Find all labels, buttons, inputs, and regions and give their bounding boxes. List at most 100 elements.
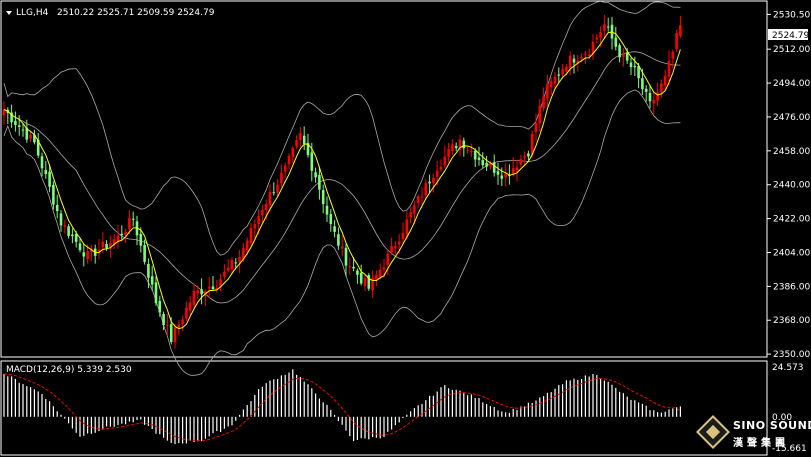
candle-body: [230, 259, 234, 270]
candle-body: [629, 62, 633, 68]
candle-body: [150, 276, 154, 285]
current-price-label: 2524.79: [772, 31, 809, 41]
candle-body: [405, 219, 409, 235]
candle-body: [340, 246, 344, 249]
candle-body: [257, 216, 260, 225]
candle-body: [280, 172, 283, 184]
candle-body: [572, 58, 576, 63]
candle-body: [112, 239, 116, 245]
candle-body: [523, 155, 526, 158]
candle-body: [454, 145, 458, 148]
candle-body: [238, 256, 241, 263]
candle-body: [242, 248, 245, 260]
candle-body: [226, 267, 230, 271]
candle-body: [386, 253, 390, 265]
candle-body: [496, 171, 500, 175]
candle-body: [489, 163, 492, 167]
candle-body: [124, 231, 127, 235]
candle-body: [637, 66, 640, 79]
candle-body: [413, 205, 416, 214]
candle-body: [348, 266, 352, 268]
chart-menu-triangle-icon[interactable]: [6, 11, 12, 15]
candle-body: [618, 45, 621, 58]
price-axis-label: 2512.00: [773, 45, 810, 55]
candle-body: [188, 302, 192, 311]
candle-body: [143, 245, 146, 262]
candle-body: [25, 127, 29, 140]
candle-body: [200, 289, 203, 295]
candle-body: [363, 277, 367, 287]
candle-body: [568, 55, 572, 68]
candle-body: [253, 224, 257, 229]
candle-body: [55, 205, 59, 212]
candle-body: [432, 178, 435, 184]
candle-body: [234, 262, 238, 264]
candle-body: [663, 76, 667, 86]
candle-body: [470, 150, 473, 152]
candle-body: [603, 24, 606, 31]
candle-body: [458, 139, 462, 150]
candle-body: [44, 169, 48, 174]
candle-body: [367, 275, 371, 289]
candle-body: [633, 65, 637, 68]
candle-body: [580, 57, 583, 59]
candle-body: [565, 67, 568, 72]
candle-body: [511, 168, 515, 175]
bollinger-middle-line: [3, 51, 681, 304]
candle-body: [606, 26, 610, 28]
logo-diamond-icon: [696, 415, 730, 449]
candle-body: [318, 174, 321, 190]
candle-body: [591, 41, 595, 55]
candle-body: [29, 134, 32, 139]
candle-body: [82, 252, 86, 257]
candle-body: [67, 226, 70, 236]
price-axis-label: 2476.00: [773, 113, 810, 123]
candle-body: [196, 290, 200, 294]
candle-body: [359, 272, 363, 284]
candle-body: [390, 246, 393, 253]
candle-body: [71, 234, 74, 237]
candle-body: [595, 37, 599, 40]
candle-body: [78, 243, 82, 251]
price-axis-label: 2350.00: [773, 350, 810, 360]
ohlc-readout: 2510.22 2525.71 2509.59 2524.79: [57, 8, 215, 18]
candle-body: [40, 156, 44, 169]
candle-body: [109, 243, 112, 247]
candle-body: [576, 60, 580, 64]
candle-body: [264, 203, 268, 211]
candle-body: [321, 190, 325, 204]
candle-body: [660, 83, 663, 92]
candle-body: [667, 61, 671, 77]
candle-body: [162, 313, 165, 325]
candle-body: [527, 153, 530, 157]
candle-body: [500, 175, 504, 179]
candle-body: [356, 270, 359, 275]
candle-body: [302, 135, 306, 145]
candle-body: [485, 162, 488, 167]
price-axis-label: 2494.00: [773, 79, 810, 89]
price-axis-label: 2422.00: [773, 215, 810, 225]
price-axis: 2350.00 2368.00 2386.00 2404.00 2422.00 2440.…: [767, 10, 810, 360]
candle-body: [447, 148, 450, 157]
candle-body: [173, 327, 177, 343]
candle-body: [139, 234, 143, 246]
candle-body: [128, 217, 131, 230]
candle-body: [439, 166, 443, 170]
candle-body: [382, 267, 386, 270]
candle-body: [74, 233, 78, 242]
candle-body: [378, 269, 382, 277]
candle-body: [63, 225, 67, 227]
candle-body: [2, 109, 6, 116]
candle-body: [371, 277, 374, 291]
candle-body: [530, 133, 534, 155]
candle-body: [644, 88, 648, 92]
candle-body: [333, 226, 336, 232]
candle-body: [268, 192, 272, 206]
candle-body: [215, 287, 219, 291]
candle-body: [177, 324, 181, 329]
price-axis-label: 2530.50: [773, 10, 810, 20]
candle-body: [105, 244, 108, 248]
candle-body: [344, 247, 348, 266]
candle-body: [14, 120, 17, 126]
price-panel-frame: [0, 0, 768, 358]
